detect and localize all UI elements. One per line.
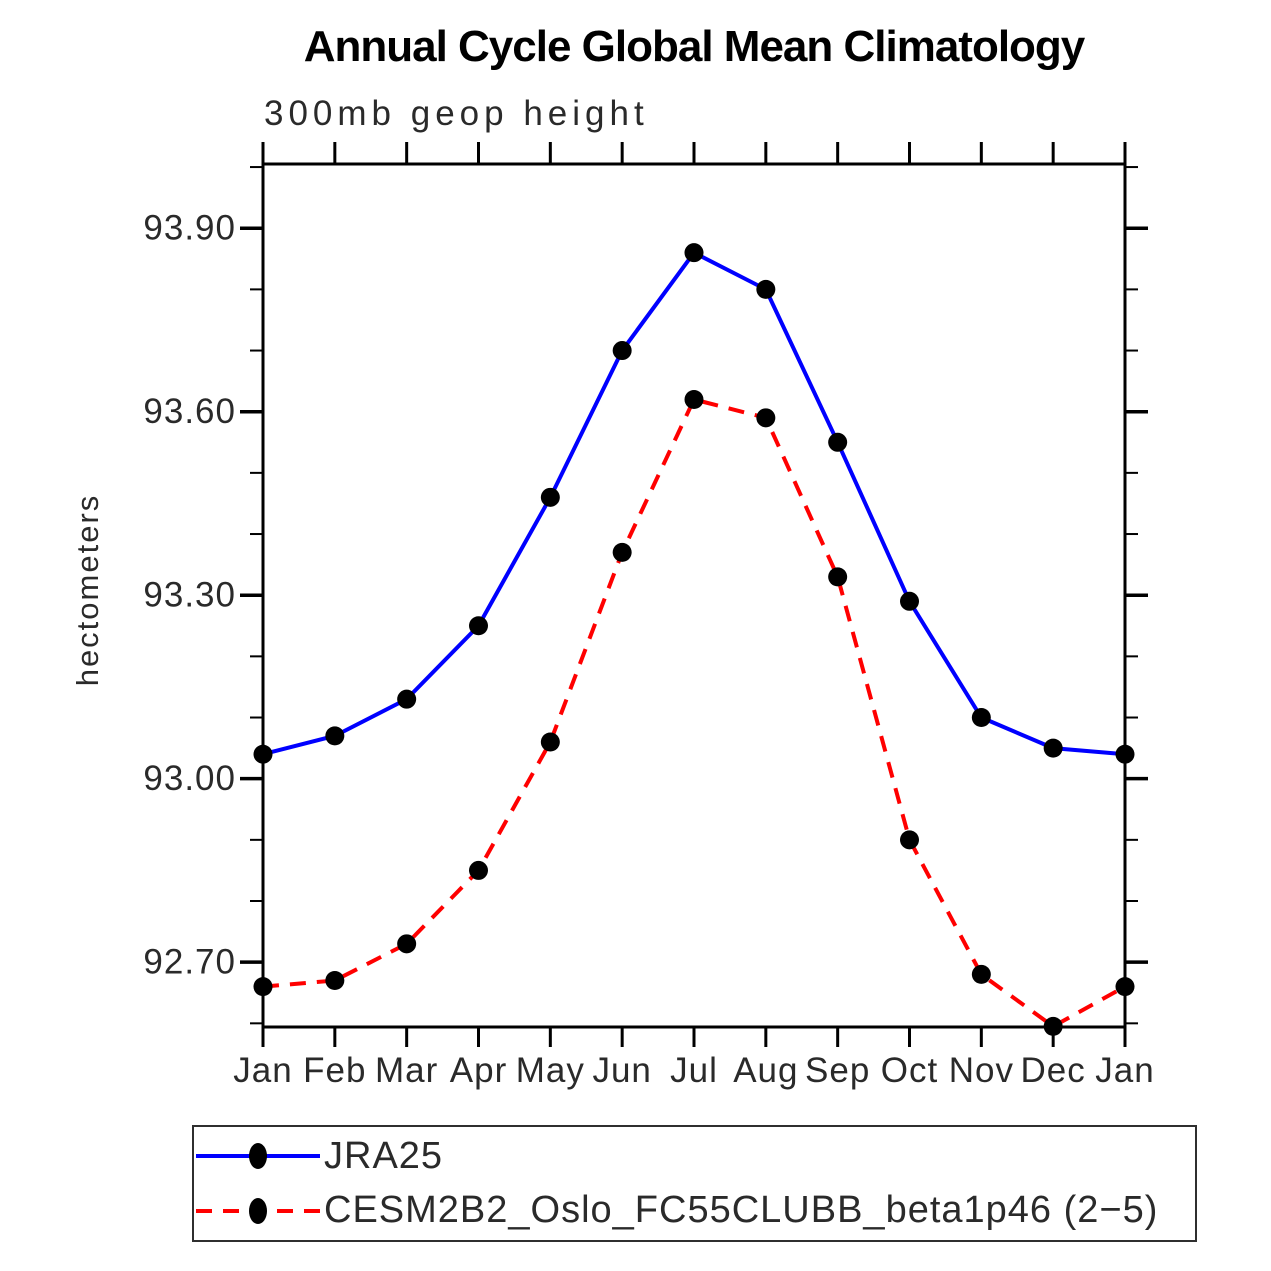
x-tick-label: Oct xyxy=(881,1051,938,1090)
series-markers-1 xyxy=(253,389,1135,1036)
y-tick-label: 93.30 xyxy=(143,576,236,615)
legend-label-jra25: JRA25 xyxy=(324,1134,444,1177)
legend: JRA25 CESM2B2_Oslo_FC55CLUBB_beta1p46 (2… xyxy=(192,1125,1197,1242)
legend-solid-line-sample xyxy=(196,1143,320,1170)
x-tick-label: Dec xyxy=(1021,1051,1086,1090)
legend-item-jra25: JRA25 xyxy=(194,1130,1195,1182)
chart-title: Annual Cycle Global Mean Climatology xyxy=(303,22,1086,71)
y-tick-label: 93.60 xyxy=(143,392,236,431)
x-tick-label: Sep xyxy=(805,1051,870,1090)
x-tick-label: Mar xyxy=(375,1051,438,1090)
x-tick-labels: Jan Feb Mar Apr May Jun Jul Aug Sep Oct Nov Dec Jan xyxy=(233,1051,1154,1090)
plot-frame xyxy=(261,162,1127,1029)
y-tick-label: 93.00 xyxy=(143,759,236,798)
series-line-0 xyxy=(262,250,1126,757)
y-tick-labels: 93.90 93.60 93.30 93.00 92.70 xyxy=(143,209,236,982)
x-tick-label: Jun xyxy=(592,1051,651,1090)
chart-subtitle: 300mb geop height xyxy=(264,94,649,133)
series-line-1 xyxy=(262,397,1126,1029)
x-tick-label: Nov xyxy=(949,1051,1014,1090)
x-tick-label: Jan xyxy=(1095,1051,1154,1090)
x-tick-label: Jul xyxy=(670,1051,718,1090)
x-tick-label: Feb xyxy=(303,1051,366,1090)
axis-ticks xyxy=(240,142,1148,1047)
y-tick-label: 92.70 xyxy=(143,943,236,982)
legend-item-cesm2b2: CESM2B2_Oslo_FC55CLUBB_beta1p46 (2−5) xyxy=(194,1185,1195,1237)
y-tick-label: 93.90 xyxy=(143,209,236,248)
x-tick-label: May xyxy=(516,1051,585,1090)
series-markers-0 xyxy=(253,243,1135,764)
x-tick-label: Aug xyxy=(733,1051,798,1090)
x-tick-label: Apr xyxy=(450,1051,507,1090)
x-tick-label: Jan xyxy=(233,1051,292,1090)
legend-label-cesm2b2: CESM2B2_Oslo_FC55CLUBB_beta1p46 (2−5) xyxy=(324,1189,1159,1232)
legend-dashed-line-sample xyxy=(196,1197,320,1224)
